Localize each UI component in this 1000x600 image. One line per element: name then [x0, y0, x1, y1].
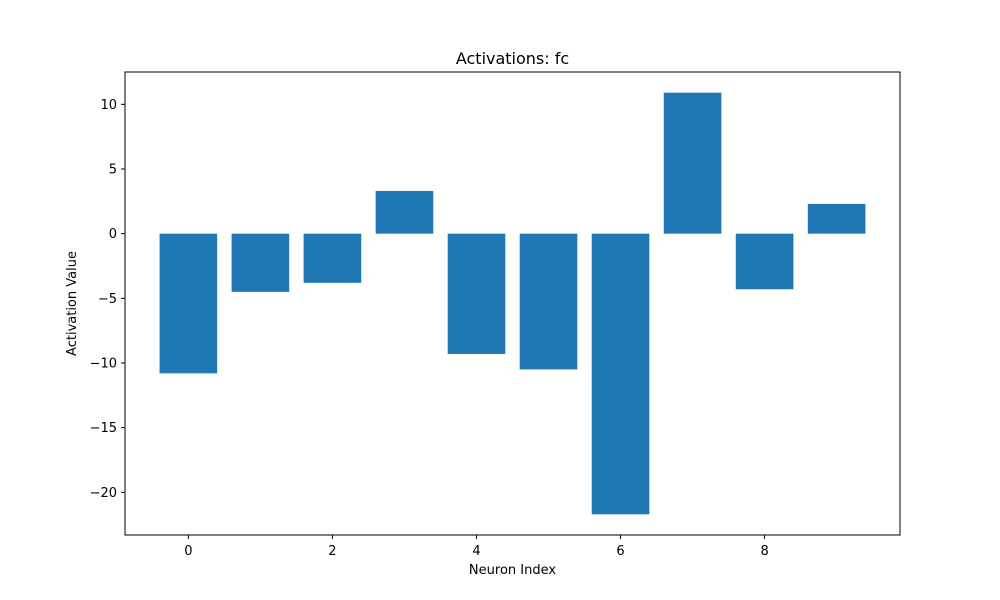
y-tick-label: −5	[98, 292, 117, 307]
bar-neuron-5	[519, 233, 578, 370]
x-tick-label: 4	[472, 544, 480, 559]
bar-neuron-2	[303, 233, 362, 283]
y-tick-label: 10	[100, 98, 117, 113]
x-tick-label: 6	[616, 544, 624, 559]
bar-neuron-0	[159, 233, 218, 374]
y-axis-label: Activation Value	[65, 251, 80, 356]
bar-neuron-3	[375, 190, 434, 234]
bar-neuron-8	[735, 233, 794, 290]
y-tick-label: −20	[90, 486, 117, 501]
bar-neuron-6	[591, 233, 650, 515]
x-axis-ticks: 0 2 4 6 8	[184, 535, 769, 559]
plot-frame	[124, 71, 901, 536]
bar-neuron-9	[807, 203, 866, 234]
x-tick-label: 2	[328, 544, 336, 559]
bar-neuron-4	[447, 233, 506, 354]
y-tick-label: 0	[109, 227, 117, 242]
bar-neuron-7	[663, 92, 722, 234]
y-tick-label: −15	[90, 421, 117, 436]
x-tick-label: 0	[184, 544, 192, 559]
bars-layer	[159, 92, 866, 515]
bar-neuron-1	[231, 233, 290, 292]
chart-title: Activations: fc	[456, 49, 569, 68]
y-tick-label: −10	[90, 356, 117, 371]
y-tick-label: 5	[109, 162, 117, 177]
x-tick-label: 8	[760, 544, 768, 559]
x-axis-label: Neuron Index	[469, 563, 556, 578]
y-axis-ticks: 10 5 0 −5 −10 −15 −20	[90, 98, 125, 501]
